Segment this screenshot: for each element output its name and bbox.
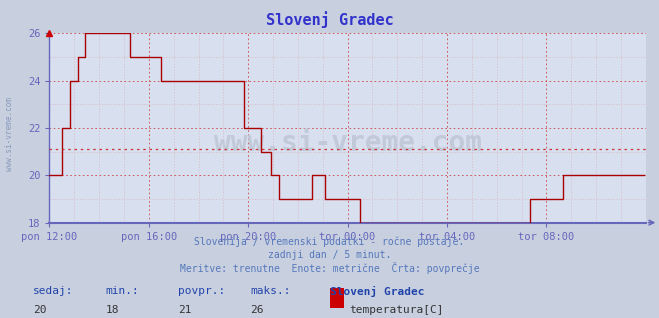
Text: www.si-vreme.com: www.si-vreme.com: [5, 97, 14, 170]
Text: temperatura[C]: temperatura[C]: [349, 305, 444, 315]
Text: maks.:: maks.:: [250, 286, 291, 296]
Text: Slovenj Gradec: Slovenj Gradec: [266, 11, 393, 28]
Text: www.si-vreme.com: www.si-vreme.com: [214, 129, 482, 157]
Text: Meritve: trenutne  Enote: metrične  Črta: povprečje: Meritve: trenutne Enote: metrične Črta: …: [180, 262, 479, 274]
Text: Slovenija / vremenski podatki - ročne postaje.: Slovenija / vremenski podatki - ročne po…: [194, 237, 465, 247]
Text: 26: 26: [250, 305, 264, 315]
Text: 21: 21: [178, 305, 191, 315]
Text: povpr.:: povpr.:: [178, 286, 225, 296]
Text: sedaj:: sedaj:: [33, 286, 73, 296]
Text: 18: 18: [105, 305, 119, 315]
Text: 20: 20: [33, 305, 46, 315]
Text: zadnji dan / 5 minut.: zadnji dan / 5 minut.: [268, 250, 391, 259]
Text: Slovenj Gradec: Slovenj Gradec: [330, 286, 424, 297]
Text: min.:: min.:: [105, 286, 139, 296]
